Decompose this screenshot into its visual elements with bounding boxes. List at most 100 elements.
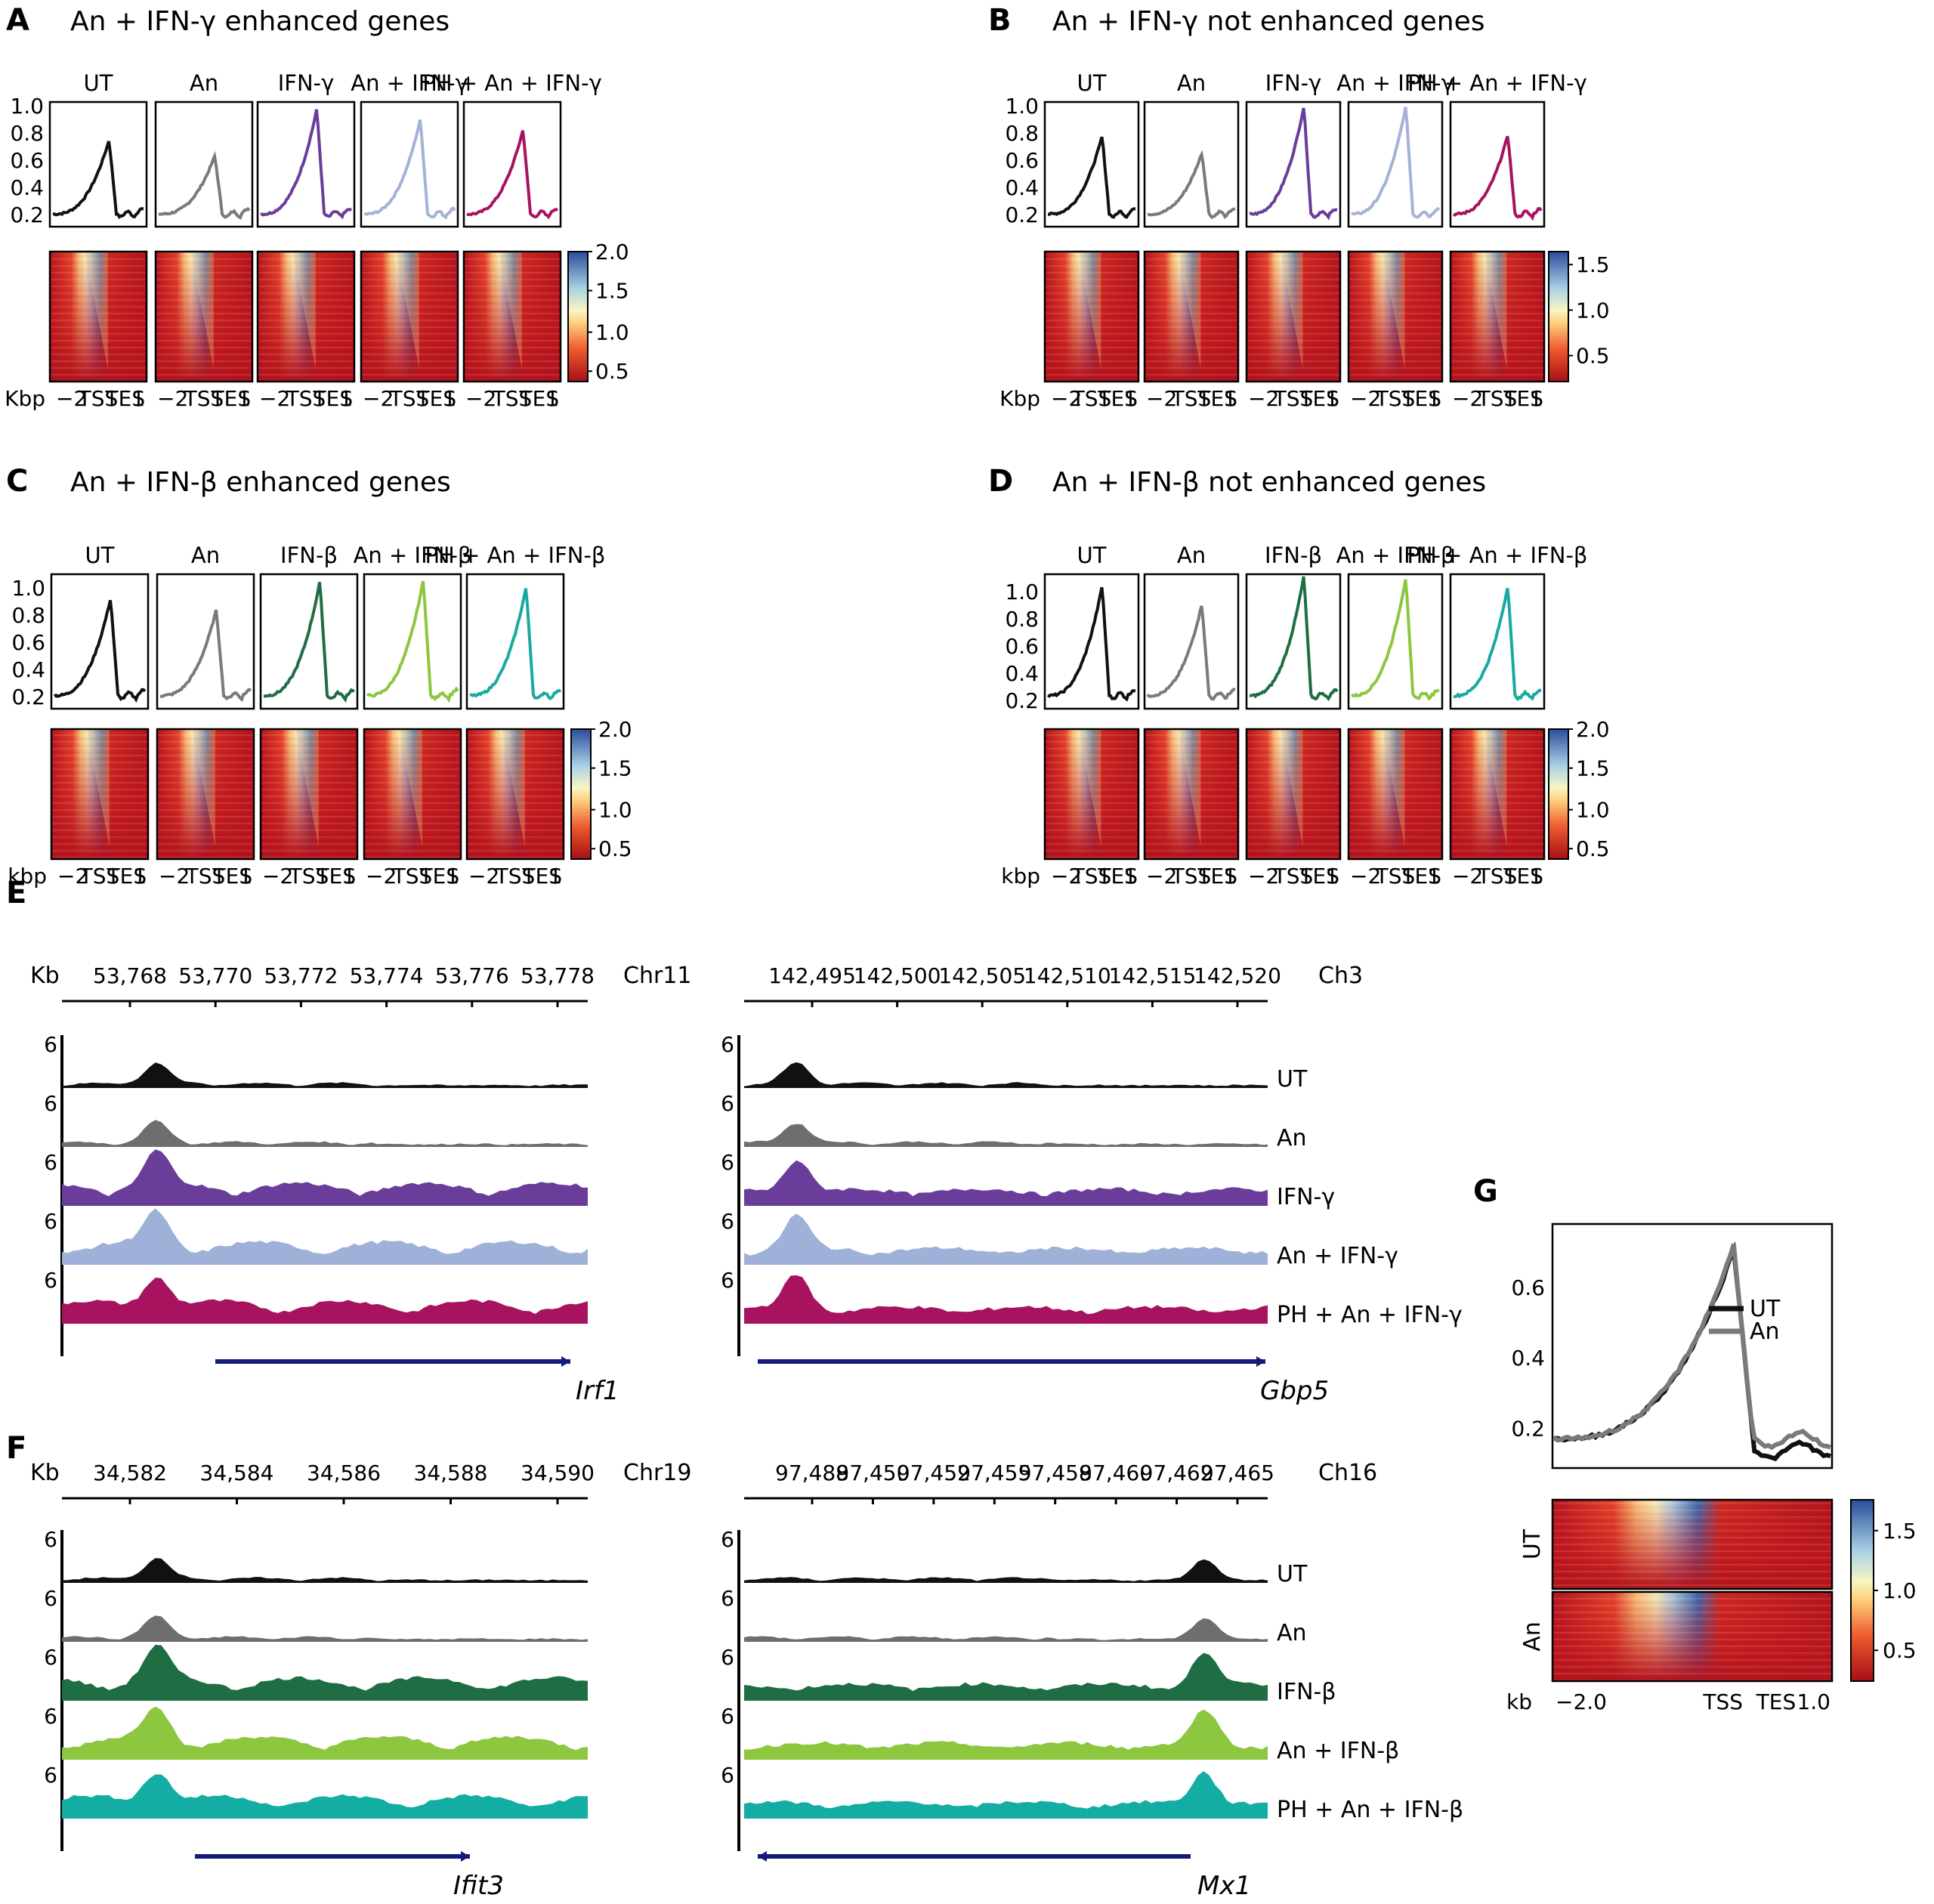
- track-y-max: 6: [44, 1704, 57, 1729]
- legend-label: UT: [1750, 1296, 1781, 1322]
- track-label: UT: [1277, 1066, 1308, 1093]
- track-label: PH + An + IFN-β: [1277, 1797, 1463, 1823]
- g-x-tick-label: TSS: [1702, 1689, 1743, 1714]
- heatmap-frame: [462, 250, 562, 383]
- ruler-unit: Kb: [30, 1460, 60, 1486]
- track-label: PH + An + IFN-γ: [1277, 1302, 1463, 1328]
- y-tick-label: 0.6: [11, 630, 45, 655]
- heatmap-frame: [259, 728, 359, 861]
- condition-label: IFN-β: [1265, 542, 1322, 568]
- track-y-max: 6: [44, 1268, 57, 1293]
- heatmap-texture: [1045, 252, 1138, 382]
- x-tick-label: TSS: [184, 386, 224, 411]
- ruler-tick-label: 142,510: [1024, 963, 1111, 988]
- heatmap-texture: [1145, 729, 1238, 859]
- g-heatmap-frame: [1551, 1590, 1834, 1683]
- g-colorbar: [1850, 1499, 1874, 1682]
- chromosome-label: Ch16: [1318, 1460, 1377, 1486]
- heatmap-texture: [464, 252, 561, 382]
- g-profile-line: [1553, 1241, 1831, 1462]
- x-tick-label: TES: [1299, 864, 1339, 889]
- heatmap-frame: [1043, 250, 1140, 383]
- x-tick-label: TES: [316, 864, 357, 889]
- heatmap-texture: [156, 252, 252, 382]
- colorbar-tick-label: 1.5: [598, 756, 632, 781]
- g-colorbar-tick-label: 1.0: [1883, 1578, 1917, 1603]
- x-tick-label: TSS: [1171, 386, 1212, 411]
- x-tick-label: −2: [363, 386, 394, 411]
- heatmap-texture: [1247, 252, 1340, 382]
- track-label: An + IFN-γ: [1277, 1243, 1398, 1269]
- x-tick-label: 1: [1223, 864, 1237, 889]
- profile-line: [264, 582, 355, 703]
- track-signal: [744, 1062, 1268, 1088]
- heatmap-frame: [1347, 250, 1444, 383]
- x-unit-label: kbp: [8, 864, 47, 889]
- track-label: IFN-β: [1277, 1679, 1336, 1705]
- colorbar-tick-label: 2.0: [595, 240, 629, 264]
- profile-frame: [363, 573, 462, 710]
- g-x-tick-label: 1.0: [1797, 1689, 1831, 1714]
- track-signal: [62, 1558, 588, 1583]
- x-tick-label: TSS: [495, 864, 536, 889]
- y-tick-label: 1.0: [11, 576, 45, 601]
- x-unit-label: Kbp: [999, 386, 1040, 411]
- ruler-tick-label: 97,488: [775, 1460, 849, 1485]
- heatmap-texture: [467, 729, 564, 859]
- x-tick-label: TSS: [1273, 864, 1314, 889]
- panel-title: An + IFN-γ not enhanced genes: [1052, 6, 1485, 37]
- colorbar: [1548, 251, 1569, 382]
- g-x-tick-label: TES: [1756, 1689, 1797, 1714]
- condition-label: An: [1177, 70, 1206, 96]
- x-tick-label: TSS: [492, 386, 533, 411]
- colorbar-tick-label: 1.0: [595, 320, 629, 345]
- condition-label: IFN-γ: [1265, 70, 1322, 96]
- x-tick-label: TES: [522, 864, 563, 889]
- x-tick-label: 1: [1427, 864, 1441, 889]
- profile-line: [158, 150, 251, 220]
- profile-frame: [1347, 100, 1444, 228]
- profile-line: [1048, 136, 1136, 219]
- x-tick-label: TSS: [79, 864, 120, 889]
- ruler-tick-label: 97,462: [1140, 1460, 1214, 1485]
- x-tick-label: −2: [259, 386, 290, 411]
- x-tick-label: −2: [465, 386, 496, 411]
- heatmap-frame: [1143, 728, 1240, 861]
- y-tick-label: 0.6: [1005, 634, 1039, 659]
- heatmap-frame: [1449, 728, 1546, 861]
- x-tick-label: −2: [1452, 864, 1483, 889]
- x-tick-label: TES: [1503, 864, 1543, 889]
- track-signal: [744, 1618, 1268, 1642]
- profile-line: [1249, 576, 1339, 702]
- x-tick-label: 1: [131, 386, 145, 411]
- profile-frame: [256, 100, 356, 228]
- profile-frame: [259, 573, 359, 710]
- ruler-tick-label: 142,500: [854, 963, 941, 988]
- y-tick-label: 1.0: [10, 94, 44, 119]
- g-colorbar-tick-label: 0.5: [1883, 1638, 1917, 1663]
- y-tick-label: 1.0: [1005, 580, 1039, 604]
- y-tick-label: 1.0: [1005, 94, 1039, 119]
- x-tick-label: TES: [1097, 386, 1138, 411]
- g-heatmap-texture: [1552, 1592, 1832, 1681]
- y-tick-label: 0.8: [11, 603, 45, 628]
- track-signal: [62, 1278, 588, 1324]
- x-tick-label: TSS: [1477, 386, 1518, 411]
- x-tick-label: 1: [545, 386, 559, 411]
- x-tick-label: TES: [416, 386, 457, 411]
- x-tick-label: −2: [1350, 386, 1381, 411]
- g-heatmap-frame: [1551, 1498, 1834, 1590]
- profile-line: [1453, 588, 1542, 702]
- track-y-max: 6: [721, 1150, 734, 1175]
- x-tick-label: −2: [1350, 864, 1381, 889]
- y-tick-label: 0.4: [10, 175, 44, 200]
- x-tick-label: TSS: [389, 386, 430, 411]
- colorbar-tick-label: 0.5: [1576, 344, 1610, 369]
- heatmap-texture: [1145, 252, 1238, 382]
- ruler-tick-label: 34,590: [521, 1460, 595, 1485]
- x-tick-label: 1: [239, 864, 252, 889]
- chromosome-label: Chr19: [623, 1460, 691, 1486]
- track-signal: [744, 1652, 1268, 1701]
- heatmap-texture: [1450, 252, 1544, 382]
- gene-strand-arrow: [758, 1851, 767, 1862]
